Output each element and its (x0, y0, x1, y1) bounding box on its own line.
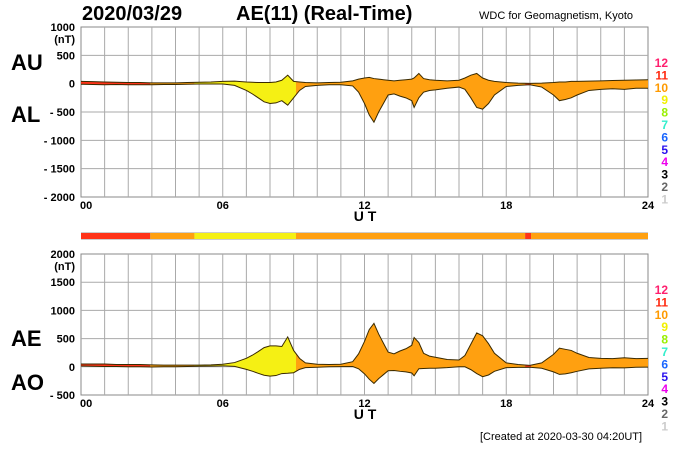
unit-label: (nT) (54, 261, 75, 273)
x-tick-label: 18 (500, 398, 512, 410)
ao-label: AO (11, 370, 44, 395)
x-axis-label: U T (354, 208, 377, 224)
activity-legend-item: 4 (661, 155, 668, 169)
activity-legend-item: 6 (661, 357, 668, 371)
y-tick-label: 0 (69, 362, 75, 374)
activity-bar-segment (194, 233, 296, 239)
x-tick-label: 06 (217, 200, 229, 212)
activity-legend-item: 5 (661, 370, 668, 384)
activity-legend-item: 4 (661, 382, 668, 396)
y-tick-label: - 1500 (44, 164, 75, 176)
activity-legend-item: 3 (661, 168, 668, 182)
activity-legend-item: 10 (655, 81, 669, 95)
activity-legend-item: 11 (655, 295, 668, 309)
activity-bar-segment (525, 233, 532, 239)
y-tick-label: - 2000 (44, 192, 75, 204)
series-line-ae (81, 322, 649, 366)
created-timestamp: [Created at 2020-03-30 04:20UT] (480, 431, 643, 443)
x-tick-label: 24 (642, 398, 655, 410)
y-tick-label: 1500 (51, 277, 75, 289)
activity-legend-item: 9 (661, 320, 668, 334)
activity-bar-segment (81, 233, 151, 239)
au-label: AU (11, 50, 43, 75)
activity-bar-segment (295, 233, 526, 239)
activity-legend-item: 2 (661, 407, 668, 421)
activity-legend-item: 3 (661, 395, 668, 409)
y-tick-label: 2000 (51, 249, 75, 261)
chart-title: AE(11) (Real-Time) (236, 3, 413, 25)
series-line-ao (80, 365, 649, 385)
y-tick-label: - 1000 (44, 135, 75, 147)
x-tick-label: 00 (80, 398, 92, 410)
activity-legend-item: 12 (655, 283, 669, 297)
y-tick-label: 500 (57, 50, 75, 62)
activity-bar-segment (150, 233, 195, 239)
x-tick-label: 18 (500, 200, 512, 212)
x-tick-label: 00 (80, 200, 92, 212)
activity-legend-item: 1 (661, 192, 668, 206)
series-line-al (80, 83, 648, 124)
activity-legend-item: 12 (655, 56, 669, 70)
activity-legend-item: 7 (661, 345, 668, 359)
activity-legend-item: 9 (661, 93, 668, 107)
al-label: AL (11, 102, 41, 127)
source-label: WDC for Geomagnetism, Kyoto (479, 10, 634, 22)
activity-legend-item: 8 (661, 333, 668, 347)
y-tick-label: - 500 (50, 107, 75, 119)
x-tick-label: 12 (358, 398, 370, 410)
x-tick-label: 06 (217, 398, 229, 410)
y-tick-label: - 500 (50, 390, 75, 402)
ae-label: AE (11, 326, 42, 351)
y-tick-label: 0 (69, 79, 75, 91)
x-tick-label: 12 (358, 200, 370, 212)
activity-legend-item: 11 (655, 68, 668, 82)
x-tick-label: 24 (642, 200, 655, 212)
activity-bar-segment (531, 233, 648, 239)
activity-legend-item: 1 (661, 419, 668, 433)
activity-legend-item: 6 (661, 130, 668, 144)
activity-legend-item: 7 (661, 118, 668, 132)
activity-legend-item: 2 (661, 180, 668, 194)
activity-legend-item: 10 (655, 308, 669, 322)
activity-legend-item: 8 (661, 106, 668, 120)
activity-legend-item: 5 (661, 143, 668, 157)
y-tick-label: 1000 (51, 22, 75, 34)
y-tick-label: 1000 (51, 305, 75, 317)
y-tick-label: 500 (57, 334, 75, 346)
x-axis-label: U T (354, 406, 377, 422)
series-line-au (80, 72, 649, 84)
chart-date: 2020/03/29 (82, 3, 183, 25)
unit-label: (nT) (54, 34, 75, 46)
